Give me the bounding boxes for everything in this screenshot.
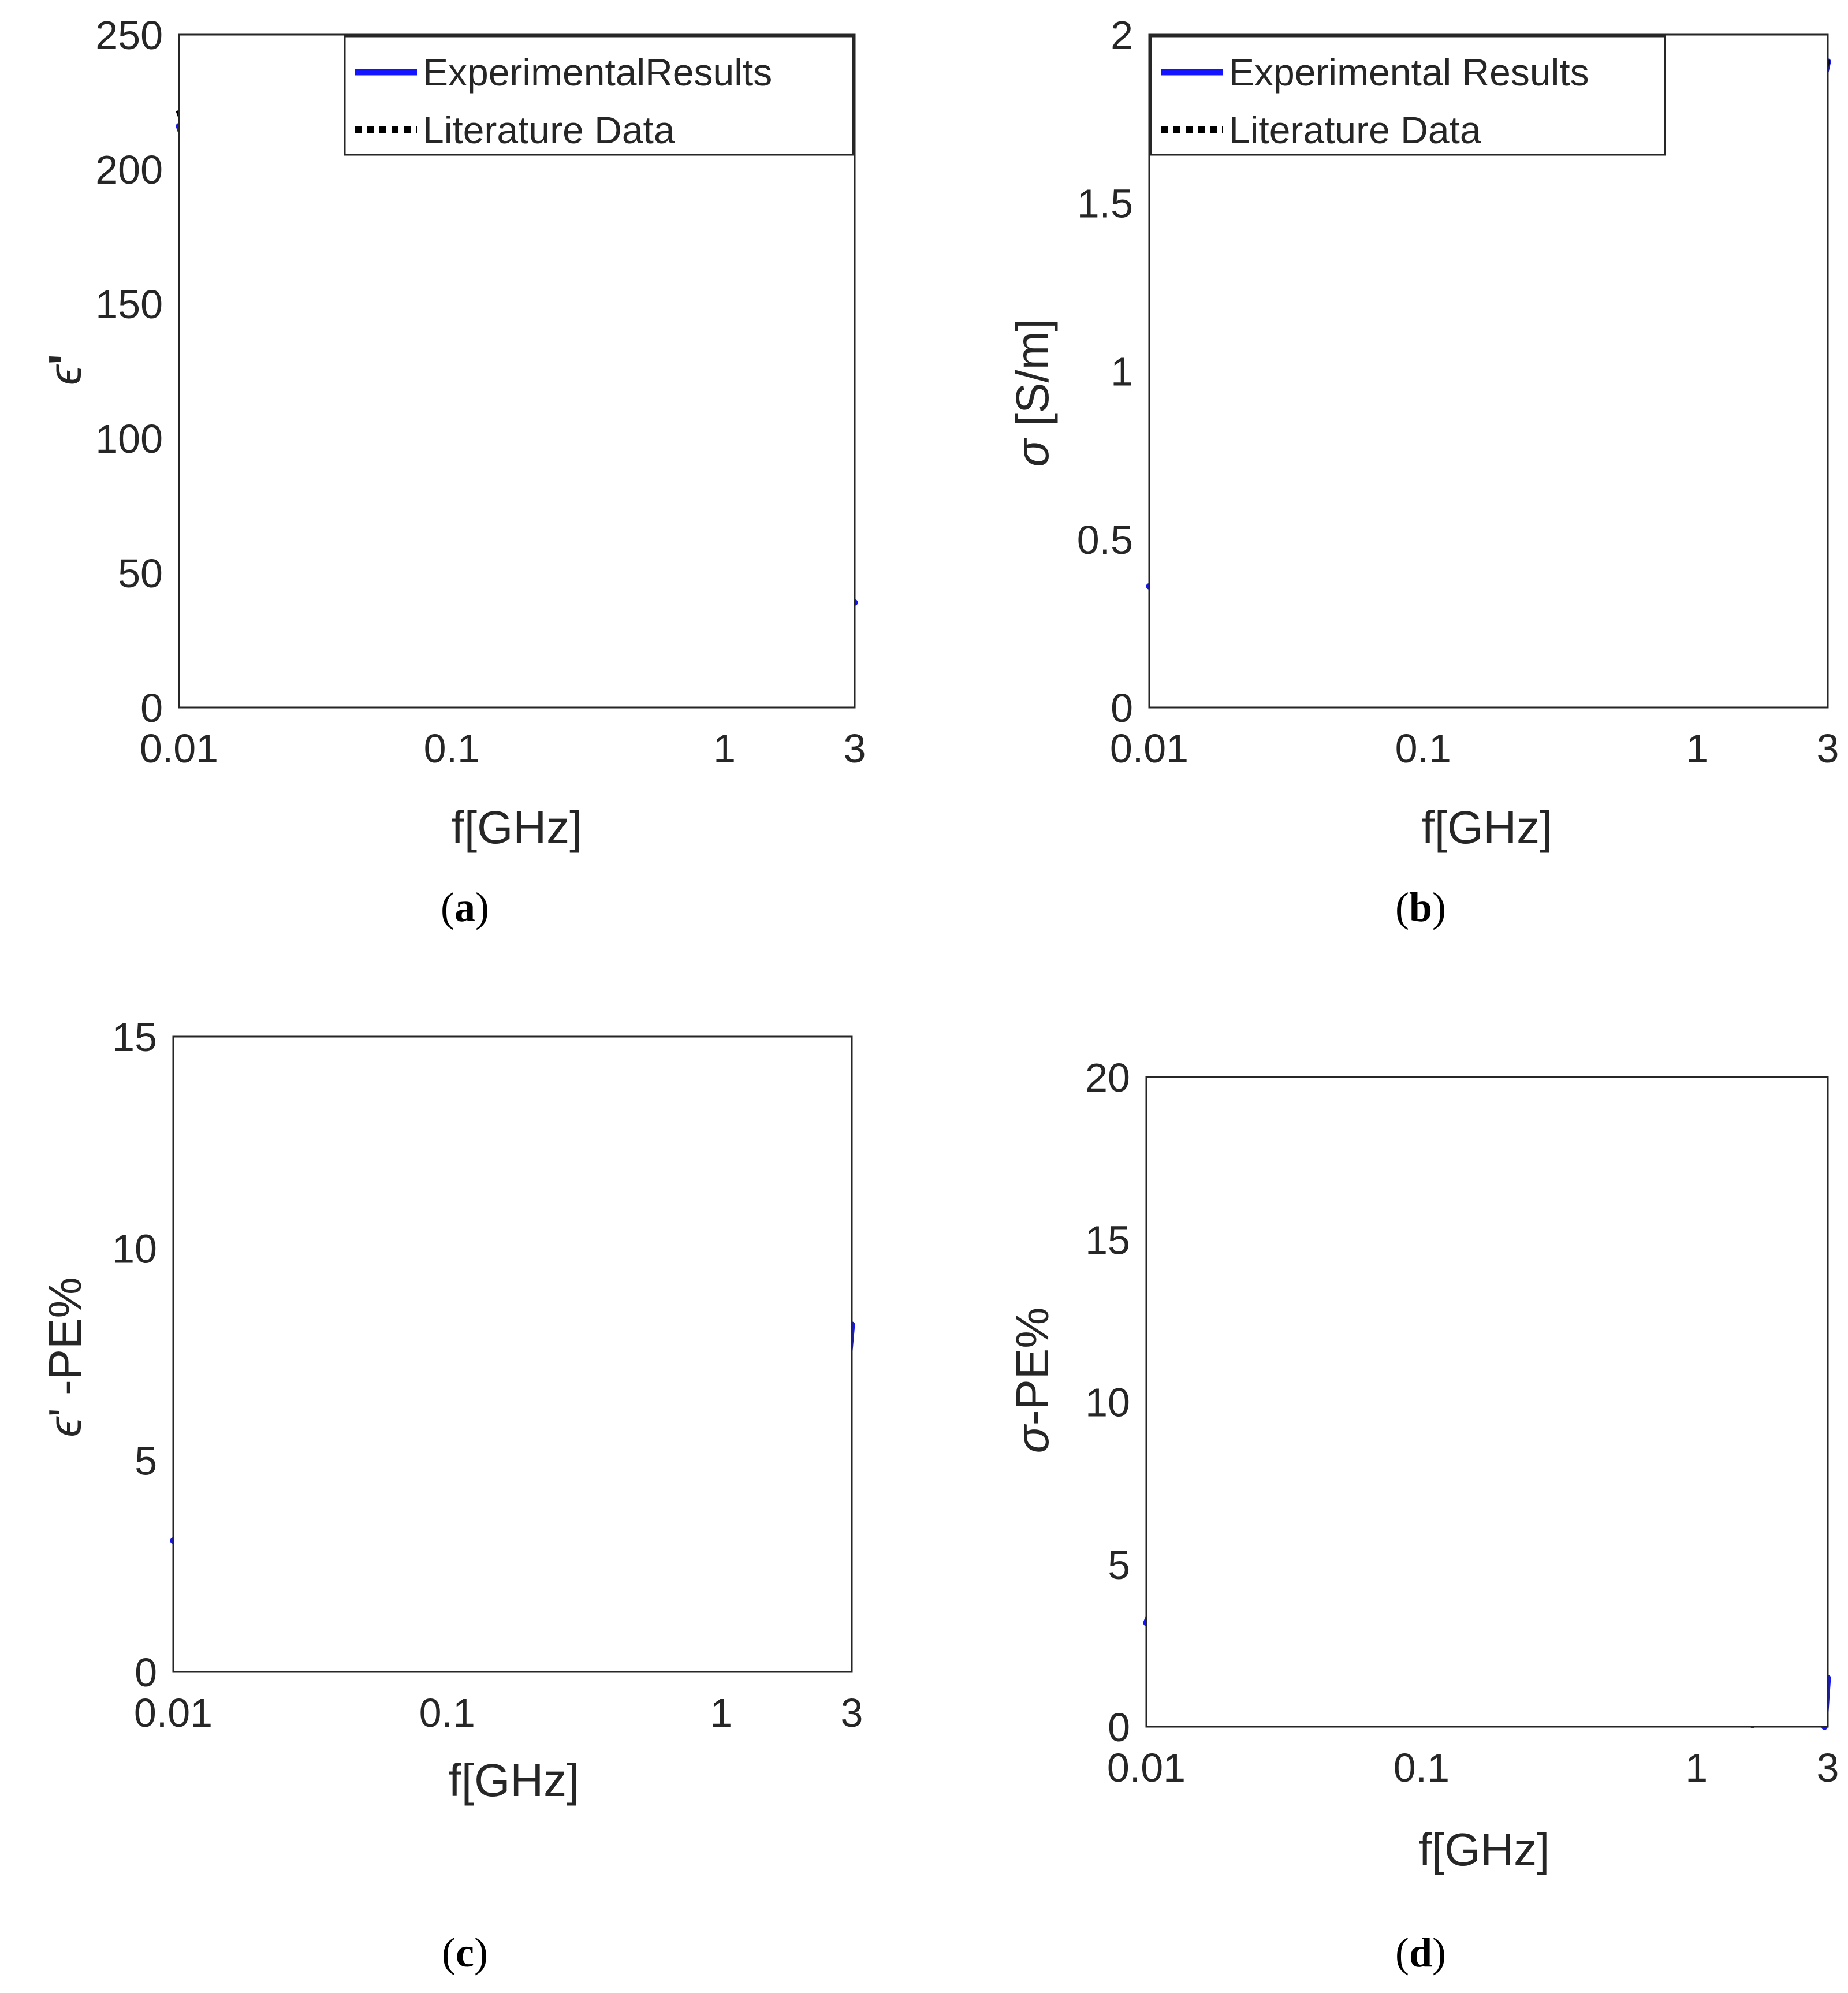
x-tick-label: 1 <box>710 1690 732 1735</box>
legend-entry-label: Literature Data <box>1229 109 1481 151</box>
x-tick-label: 0.1 <box>1394 1745 1450 1790</box>
legend-box <box>1150 35 1666 156</box>
y-tick-label: 0 <box>1108 1705 1130 1750</box>
y-tick-label: 0 <box>1111 686 1133 731</box>
y-tick-label: 15 <box>1085 1217 1130 1262</box>
x-tick-label: 3 <box>1817 726 1839 771</box>
y-tick-label: 1 <box>1111 349 1133 394</box>
x-tick-label: 3 <box>841 1690 863 1735</box>
x-tick-label: 0.1 <box>1395 726 1451 771</box>
panel-b-ylabel: σ [S/m] <box>1007 318 1058 467</box>
panel-b-caption: (b) <box>1395 884 1446 930</box>
panel-a-xlabel: f[GHz] <box>452 802 583 853</box>
x-tick-label: 1 <box>713 726 736 771</box>
y-tick-label: 10 <box>112 1227 157 1272</box>
axes-frame <box>1145 1076 1829 1728</box>
panel-d-plot-area: 0.01 0.1 1 3 0 5 10 15 20 <box>1085 1055 1839 1790</box>
y-tick-label: 15 <box>112 1015 157 1060</box>
y-tick-label: 5 <box>135 1438 157 1483</box>
panel-d: 0.01 0.1 1 3 0 5 10 15 20 σ-PE% f[GHz] (d) <box>1007 1055 1839 1976</box>
panel-d-ylabel: σ-PE% <box>1007 1307 1058 1454</box>
legend-entry-label: Literature Data <box>423 109 675 151</box>
x-tick-label: 0.1 <box>419 1690 475 1735</box>
x-tick-label: 0.1 <box>424 726 480 771</box>
y-tick-label: 1.5 <box>1077 181 1133 226</box>
x-tick-label: 0.01 <box>134 1690 213 1735</box>
y-tick-label: 100 <box>95 416 163 461</box>
x-tick-label: 1 <box>1686 726 1708 771</box>
panel-d-xlabel: f[GHz] <box>1419 1824 1550 1875</box>
panel-a: 0.01 0.1 1 3 0 50 100 150 200 250 ExperimentalResu… <box>39 13 866 930</box>
panel-a-plot-area: 0.01 0.1 1 3 0 50 100 150 200 250 ExperimentalResu… <box>95 13 866 771</box>
panel-c-caption: (c) <box>442 1929 488 1976</box>
legend-entry-label: ExperimentalResults <box>423 51 772 94</box>
panel-d-caption: (d) <box>1395 1929 1446 1976</box>
x-tick-label: 0.01 <box>1110 726 1188 771</box>
x-tick-label: 3 <box>844 726 866 771</box>
panel-c-plot-area: 0.01 0.1 1 3 0 5 10 15 <box>112 1015 863 1735</box>
panel-c-ylabel: ϵ' -PE% <box>39 1277 91 1437</box>
legend-box <box>344 35 854 156</box>
x-tick-label: 1 <box>1685 1745 1708 1790</box>
legend-entry-label: Experimental Results <box>1229 51 1589 94</box>
y-tick-label: 5 <box>1108 1543 1130 1588</box>
x-tick-label: 0.01 <box>1107 1745 1186 1790</box>
panel-a-ylabel: ϵ' <box>39 354 91 385</box>
y-tick-label: 250 <box>95 13 163 58</box>
y-tick-label: 0 <box>140 686 163 731</box>
y-tick-label: 50 <box>118 551 163 596</box>
panel-c-xlabel: f[GHz] <box>449 1754 580 1806</box>
y-tick-label: 10 <box>1085 1380 1130 1425</box>
panel-a-caption: (a) <box>441 884 489 930</box>
y-tick-label: 2 <box>1111 13 1133 58</box>
y-tick-label: 20 <box>1085 1055 1130 1100</box>
y-tick-label: 150 <box>95 282 163 327</box>
panel-b-plot-area: 0.01 0.1 1 3 0 0.5 1 1.5 2 Experimental Results Li… <box>1077 13 1839 771</box>
y-tick-label: 200 <box>95 147 163 192</box>
legend: ExperimentalResults Literature Data <box>344 35 854 156</box>
axes-frame <box>172 1035 853 1673</box>
y-tick-label: 0 <box>135 1650 157 1695</box>
panel-b-xlabel: f[GHz] <box>1422 802 1553 853</box>
y-tick-label: 0.5 <box>1077 517 1133 562</box>
x-tick-label: 3 <box>1817 1745 1839 1790</box>
panel-c: 0.01 0.1 1 3 0 5 10 15 ϵ' -PE% f[GHz] (c) <box>39 1015 863 1976</box>
x-tick-label: 0.01 <box>140 726 218 771</box>
legend: Experimental Results Literature Data <box>1150 35 1666 156</box>
panel-b: 0.01 0.1 1 3 0 0.5 1 1.5 2 Experimental Results Li… <box>1007 13 1839 930</box>
